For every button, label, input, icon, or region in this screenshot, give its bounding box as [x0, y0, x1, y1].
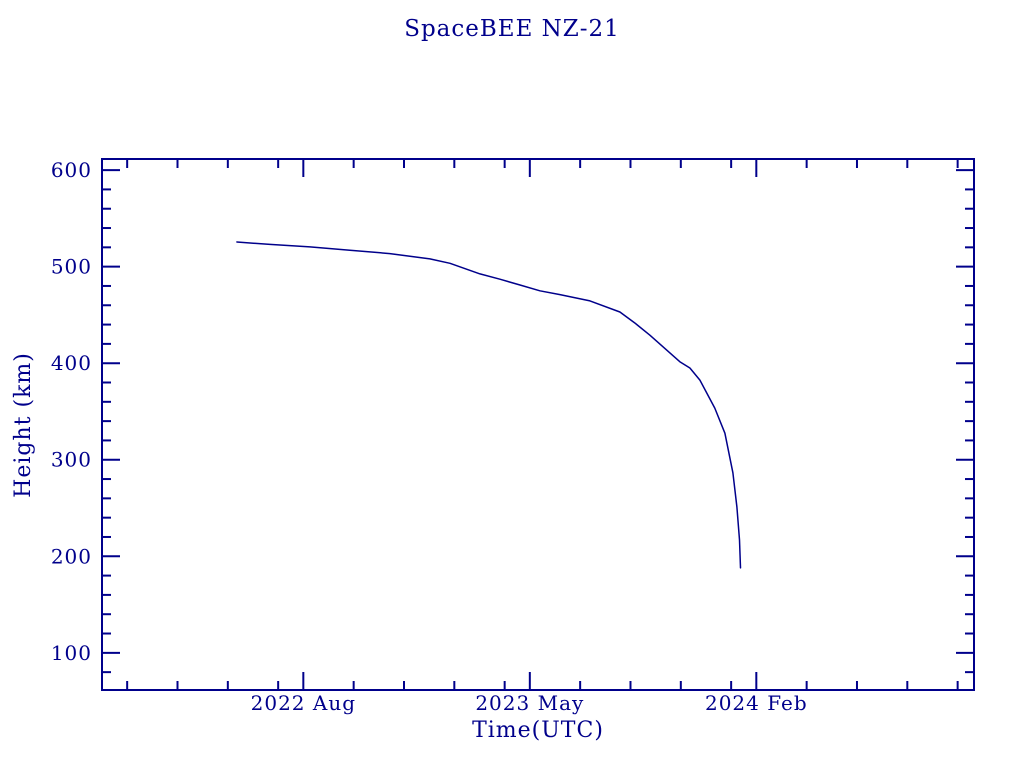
height-decay-curve: [236, 241, 742, 569]
data-curve-layer: [236, 241, 742, 569]
chart-title: SpaceBEE NZ-21: [404, 16, 620, 42]
plot-frame-layer: [101, 158, 975, 691]
y-tick-label: 600: [51, 158, 92, 182]
x-tick-label: 2023 May: [475, 691, 584, 715]
axis-ticks-layer: 100 200 300 400 500 600 2022 Aug 2023 May 2024 F…: [51, 158, 974, 715]
plot-frame: [101, 158, 975, 691]
y-axis-label: Height (km): [11, 352, 36, 498]
y-tick-label: 300: [51, 448, 92, 472]
x-axis-label: Time(UTC): [472, 718, 604, 743]
y-tick-label: 200: [51, 544, 92, 568]
x-tick-label: 2024 Feb: [705, 691, 808, 715]
y-tick-label: 100: [51, 641, 92, 665]
y-tick-label: 400: [51, 351, 92, 375]
y-tick-label: 500: [51, 255, 92, 279]
x-tick-label: 2022 Aug: [251, 691, 356, 715]
